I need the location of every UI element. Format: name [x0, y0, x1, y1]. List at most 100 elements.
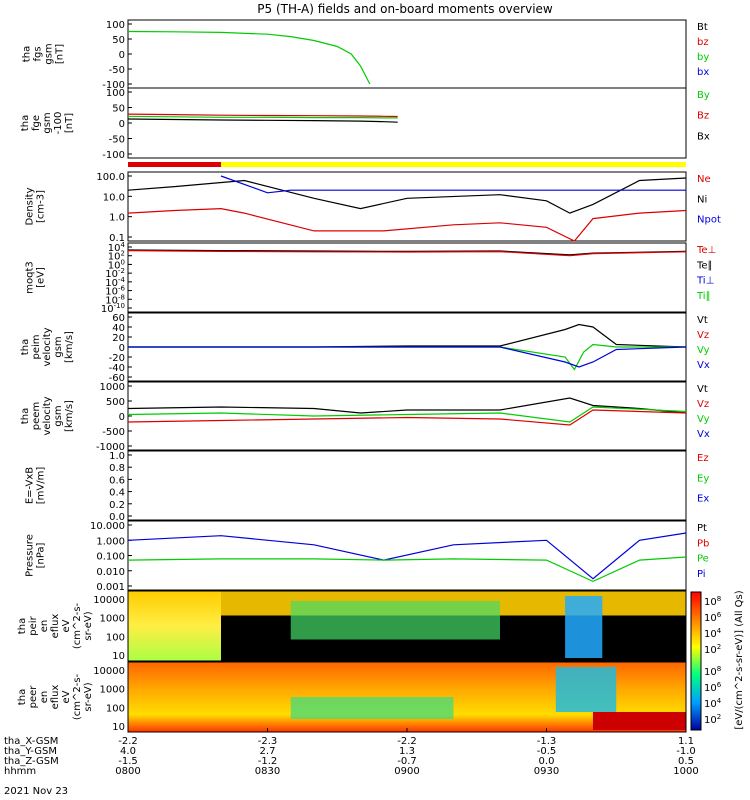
y-axis-label-line: en — [39, 620, 50, 633]
y-axis-label-line: tha — [20, 115, 31, 131]
legend-Vy: Vy — [697, 345, 710, 356]
coord-value: -2.2 — [118, 736, 138, 747]
panel-flag — [128, 162, 686, 167]
coord-value: 2.7 — [260, 746, 276, 757]
legend-Vx: Vx — [697, 429, 710, 440]
y-axis-label-line: (cm^2-s- — [72, 602, 83, 649]
series-By — [127, 115, 398, 119]
legend-Pt: Pt — [697, 523, 707, 534]
y-axis-label: tha peem velocity gsm [km/s] — [20, 396, 75, 435]
coord-value: -0.5 — [537, 746, 557, 757]
tick-label: -500 — [102, 427, 125, 438]
legend-Bx: Bx — [697, 131, 710, 142]
tick-label: 0.6 — [109, 475, 125, 486]
tick-label: -100 — [102, 150, 125, 161]
tick-label: 1.0 — [109, 213, 125, 224]
legend-bz: bz — [697, 37, 709, 48]
legend-Vx: Vx — [697, 360, 710, 371]
tick-label: -50 — [109, 65, 125, 76]
panel-frame — [127, 450, 687, 521]
tick-label: 100.0 — [96, 172, 125, 183]
tick-label: -40 — [109, 363, 125, 374]
y-axis-label-line: [km/s] — [64, 400, 75, 432]
panel-peer: 10000 1000 100 10 tha peer en eflux eV (cm^2-s-sr… — [17, 661, 687, 733]
tick-label: 0 — [119, 50, 125, 61]
legend-Vy: Vy — [697, 414, 710, 425]
tick-label: 0.2 — [109, 500, 125, 511]
coord-value: 4.0 — [120, 746, 136, 757]
y-axis-label-line: Pressure — [25, 534, 36, 577]
colorbar-tick: 106 — [704, 611, 722, 624]
series-Ti — [127, 250, 687, 257]
legend-Te∥: Te∥ — [696, 260, 713, 271]
tick-label: 10 — [112, 722, 125, 733]
legend-By: By — [697, 90, 710, 101]
tick-label: 20 — [112, 333, 125, 344]
tick-label: 1000 — [100, 382, 125, 393]
spectrogram-region — [290, 697, 454, 719]
panel-frame — [127, 590, 687, 662]
legend-Ti∥: Ti∥ — [696, 291, 711, 302]
series-Vx — [128, 346, 687, 368]
y-axis-label: tha peir en eflux eV (cm^2-s-sr-eV) — [17, 602, 94, 649]
spectrogram-region — [565, 596, 603, 658]
coord-value: -1.5 — [118, 756, 138, 767]
coord-value: 1.3 — [399, 746, 415, 757]
tick-label: -60 — [109, 373, 125, 384]
y-axis-label-line: [eV] — [36, 267, 47, 288]
y-axis-label-line: sr-eV) — [83, 611, 94, 640]
legend-Ne: Ne — [697, 174, 711, 185]
tick-label: 10.0 — [103, 192, 125, 203]
colorbar-tick: 102 — [704, 713, 721, 726]
panel-frame — [127, 87, 687, 159]
tick-label: 10000 — [93, 595, 125, 606]
coord-value: 0930 — [534, 766, 559, 777]
tick-label: 50 — [112, 35, 125, 46]
tick-label: 10000 — [93, 666, 125, 677]
tick-label: 500 — [106, 397, 125, 408]
y-axis-label: tha peim velocity gsm [km/s] — [20, 327, 75, 366]
y-axis-label-line: tha — [17, 618, 28, 634]
legend-by: by — [697, 52, 709, 63]
y-axis-label-line: velocity — [42, 327, 53, 366]
series-Vy — [128, 343, 686, 371]
y-axis-label-line: eflux — [50, 614, 61, 639]
y-axis-label-line: fge — [31, 115, 42, 131]
y-axis-label-line: eV — [61, 619, 72, 632]
series-Bz — [127, 113, 398, 118]
legend-bx: bx — [697, 67, 709, 78]
colorbar — [690, 591, 702, 731]
legend-Bz: Bz — [697, 111, 709, 122]
panel-frame — [127, 242, 687, 313]
legend-Npot: Npot — [697, 215, 721, 226]
series-Vt — [128, 323, 687, 348]
y-axis-label-line: [nT] — [64, 113, 75, 133]
y-axis-label-line: en — [39, 691, 50, 704]
coord-value: 1.1 — [678, 736, 694, 747]
spectrogram-region — [128, 591, 221, 661]
y-axis-label-line: gsm — [44, 43, 55, 64]
coord-value: 0900 — [394, 766, 419, 777]
tick-label: 1.000 — [96, 536, 125, 547]
legend-Pi: Pi — [697, 569, 706, 580]
coord-value: -1.3 — [537, 736, 557, 747]
panel-ve: 1000 500 0 -500 -1000 tha peem velocity gsm [km/s… — [20, 381, 710, 453]
tick-label: 1000 — [100, 614, 125, 625]
plot-title: P5 (TH-A) fields and on-board moments ov… — [257, 2, 553, 16]
legend-Ey: Ey — [697, 473, 709, 484]
series-by — [127, 30, 371, 85]
y-axis-label-line: gsm — [53, 405, 64, 426]
tick-label: 50 — [112, 104, 125, 115]
coord-value: -1.0 — [676, 746, 696, 757]
coord-row-label: tha_Y-GSM — [4, 746, 57, 757]
tick-label: 0.0 — [109, 512, 125, 523]
coord-row-label: tha_Z-GSM — [4, 756, 59, 767]
colorbar-tick: 108 — [704, 665, 721, 678]
y-axis-label: tha peer en eflux eV (cm^2-s-sr-eV) — [17, 673, 94, 720]
legend-Ti⊥: Ti⊥ — [696, 276, 714, 287]
legend-Ex: Ex — [697, 494, 709, 505]
y-axis-label-line: [km/s] — [64, 331, 75, 363]
tick-label: 0.4 — [109, 488, 125, 499]
tick-label: 100 — [106, 703, 125, 714]
